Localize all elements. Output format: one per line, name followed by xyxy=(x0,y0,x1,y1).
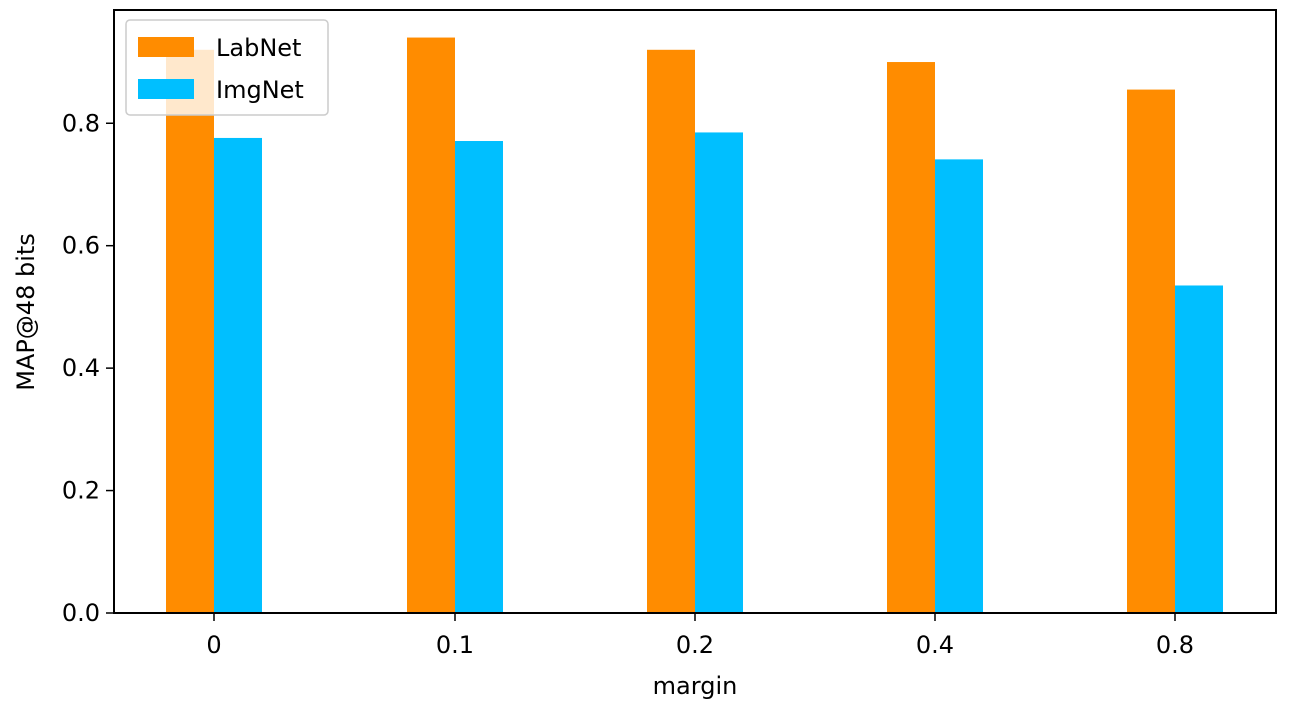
y-axis: 0.0 0.2 0.4 0.6 0.8 xyxy=(62,109,114,627)
y-axis-title: MAP@48 bits xyxy=(12,233,40,391)
y-tick-label: 0.6 xyxy=(62,232,100,260)
bar-imgnet-0-4 xyxy=(935,159,983,613)
bar-labnet-0-1 xyxy=(407,37,455,614)
bar-labnet-0-4 xyxy=(887,62,935,614)
bar-imgnet-0 xyxy=(214,137,262,613)
bar-imgnet-0-2 xyxy=(695,132,743,613)
bar-imgnet-0-1 xyxy=(455,141,503,613)
legend: LabNet ImgNet xyxy=(125,19,329,116)
legend-swatch-imgnet xyxy=(138,79,194,99)
y-tick-label: 0.0 xyxy=(62,599,100,627)
legend-label-imgnet: ImgNet xyxy=(216,76,304,104)
bar-imgnet-0-8 xyxy=(1175,285,1223,613)
x-tick-label: 0.8 xyxy=(1156,631,1194,659)
x-tick-label: 0.1 xyxy=(436,631,474,659)
bars-group xyxy=(166,37,1223,614)
x-tick-label: 0.2 xyxy=(676,631,714,659)
x-tick-label: 0.4 xyxy=(916,631,954,659)
x-axis: 0 0.1 0.2 0.4 0.8 xyxy=(206,613,1194,659)
x-axis-title: margin xyxy=(653,672,738,700)
bar-labnet-0 xyxy=(166,49,214,614)
bar-labnet-0-2 xyxy=(647,49,695,614)
y-tick-label: 0.8 xyxy=(62,109,100,137)
y-tick-label: 0.2 xyxy=(62,477,100,505)
bar-labnet-0-8 xyxy=(1127,89,1175,614)
legend-label-labnet: LabNet xyxy=(216,34,301,62)
legend-swatch-labnet xyxy=(138,37,194,57)
x-tick-label: 0 xyxy=(206,631,221,659)
y-tick-label: 0.4 xyxy=(62,354,100,382)
